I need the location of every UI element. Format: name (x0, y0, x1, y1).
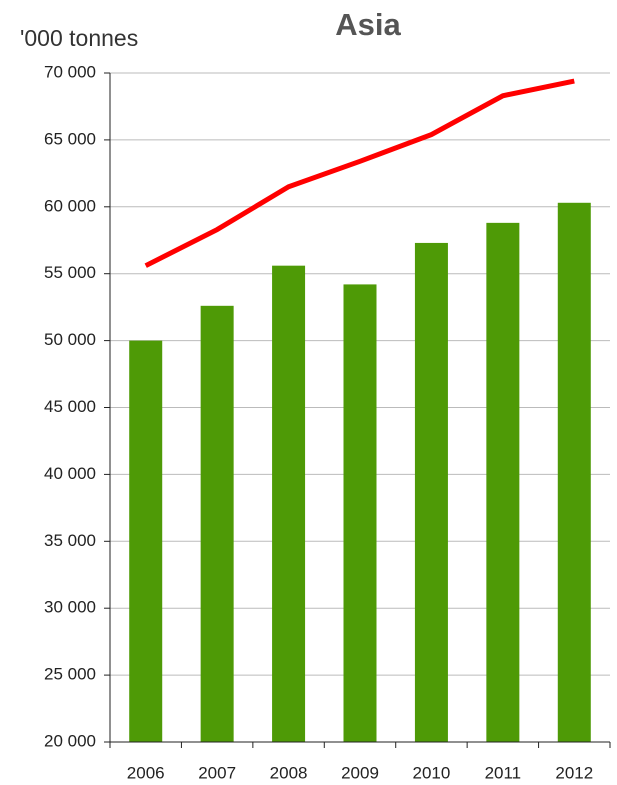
bar (557, 202, 591, 742)
bar (200, 305, 234, 742)
chart-title: Asia (335, 7, 401, 42)
y-tick-label: 65 000 (44, 129, 96, 148)
bar (486, 222, 520, 742)
y-axis-label: '000 tonnes (20, 25, 138, 51)
y-tick-label: 20 000 (44, 731, 96, 750)
x-tick-label: 2010 (413, 763, 451, 782)
bar (414, 242, 448, 742)
x-tick-label: 2011 (485, 763, 522, 782)
bar (272, 265, 306, 742)
x-tick-label: 2012 (555, 763, 593, 782)
x-tick-label: 2008 (270, 763, 308, 782)
y-tick-label: 55 000 (44, 263, 96, 282)
bar (129, 340, 163, 742)
y-tick-label: 35 000 (44, 531, 96, 550)
y-tick-label: 50 000 (44, 330, 96, 349)
y-tick-label: 60 000 (44, 196, 96, 215)
line (144, 78, 575, 268)
bar (343, 284, 377, 742)
y-tick-label: 30 000 (44, 598, 96, 617)
y-tick-label: 40 000 (44, 464, 96, 483)
x-tick-label: 2007 (198, 763, 236, 782)
x-tick-label: 2006 (127, 763, 165, 782)
y-tick-label: 70 000 (44, 62, 96, 81)
y-tick-label: 25 000 (44, 665, 96, 684)
x-tick-label: 2009 (341, 763, 379, 782)
y-tick-label: 45 000 (44, 397, 96, 416)
